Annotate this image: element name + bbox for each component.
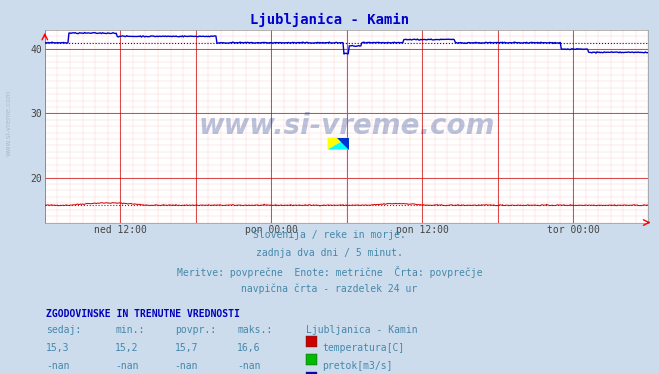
Text: -nan: -nan: [175, 361, 198, 371]
Text: Slovenija / reke in morje.: Slovenija / reke in morje.: [253, 230, 406, 240]
Text: www.si-vreme.com: www.si-vreme.com: [5, 91, 11, 156]
Text: Ljubljanica - Kamin: Ljubljanica - Kamin: [250, 13, 409, 27]
Text: Ljubljanica - Kamin: Ljubljanica - Kamin: [306, 325, 418, 335]
Text: -nan: -nan: [237, 361, 261, 371]
Text: 15,3: 15,3: [46, 343, 70, 353]
Text: -nan: -nan: [115, 361, 139, 371]
Text: zadnja dva dni / 5 minut.: zadnja dva dni / 5 minut.: [256, 248, 403, 258]
Text: povpr.:: povpr.:: [175, 325, 215, 335]
Text: 15,7: 15,7: [175, 343, 198, 353]
Text: navpična črta - razdelek 24 ur: navpična črta - razdelek 24 ur: [241, 284, 418, 294]
Text: maks.:: maks.:: [237, 325, 272, 335]
Text: ZGODOVINSKE IN TRENUTNE VREDNOSTI: ZGODOVINSKE IN TRENUTNE VREDNOSTI: [46, 309, 240, 319]
Text: pretok[m3/s]: pretok[m3/s]: [322, 361, 393, 371]
Text: temperatura[C]: temperatura[C]: [322, 343, 405, 353]
Text: www.si-vreme.com: www.si-vreme.com: [198, 112, 495, 140]
Text: Meritve: povprečne  Enote: metrične  Črta: povprečje: Meritve: povprečne Enote: metrične Črta:…: [177, 266, 482, 278]
Text: -nan: -nan: [46, 361, 70, 371]
Text: sedaj:: sedaj:: [46, 325, 81, 335]
Text: min.:: min.:: [115, 325, 145, 335]
Text: 15,2: 15,2: [115, 343, 139, 353]
Text: 16,6: 16,6: [237, 343, 261, 353]
